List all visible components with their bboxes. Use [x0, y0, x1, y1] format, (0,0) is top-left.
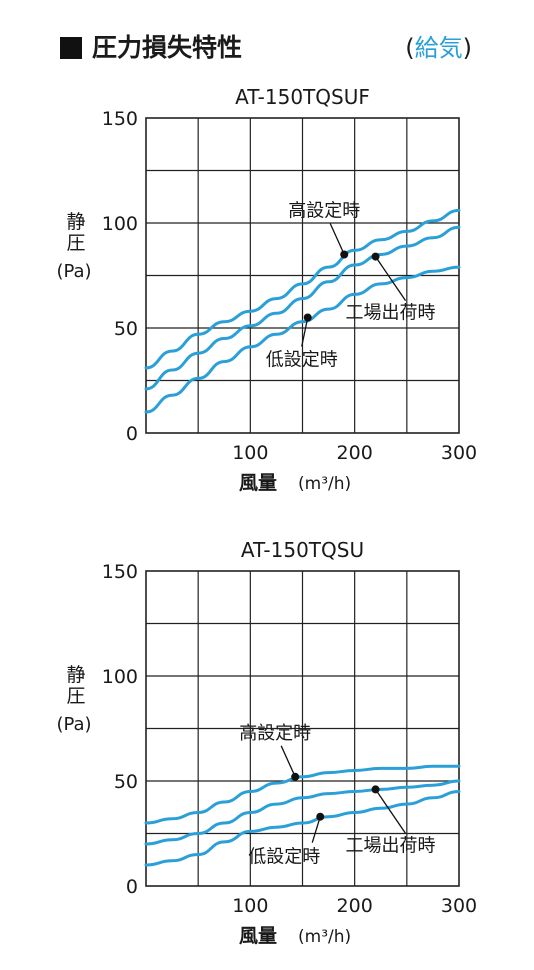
- annotation-dot: [316, 812, 325, 821]
- subtitle-open-paren: (: [405, 34, 415, 62]
- subtitle-label: 給気: [414, 34, 463, 62]
- annotation-leader: [329, 223, 345, 255]
- x-tick-label: 300: [441, 442, 477, 464]
- title-square-icon: [60, 37, 82, 59]
- y-axis-label-char: 静: [66, 211, 85, 233]
- chart-title: AT-150TQSUF: [235, 85, 370, 109]
- series-line-2: [144, 265, 461, 414]
- chart-title: AT-150TQSU: [241, 538, 364, 562]
- x-axis-label: 風量: [239, 472, 277, 494]
- annotation-label: 低設定時: [248, 847, 320, 868]
- y-axis-unit: (Pa): [56, 714, 91, 735]
- annotation-dot: [340, 250, 349, 259]
- y-tick-label: 100: [102, 666, 138, 688]
- series-line-0: [144, 208, 461, 370]
- x-axis-unit: (m³/h): [298, 474, 351, 494]
- y-tick-label: 50: [114, 771, 138, 793]
- annotation-leader: [301, 317, 309, 347]
- annotation-leader: [374, 789, 407, 834]
- annotation-label: 高設定時: [288, 201, 360, 222]
- y-axis-label-char: 圧: [66, 685, 85, 707]
- x-tick-label: 300: [441, 895, 477, 917]
- series-line-0: [144, 764, 461, 825]
- y-tick-label: 100: [102, 213, 138, 235]
- annotation-leader: [311, 816, 321, 843]
- x-tick-label: 200: [337, 895, 373, 917]
- y-axis-label-char: 圧: [66, 232, 85, 254]
- y-axis-label-char: 静: [66, 664, 85, 686]
- x-tick-label: 100: [232, 442, 268, 464]
- y-tick-label: 0: [126, 876, 138, 898]
- annotation-dot: [291, 772, 300, 781]
- y-tick-label: 150: [102, 108, 138, 130]
- x-axis-unit: (m³/h): [298, 927, 351, 947]
- series-line-1: [144, 779, 461, 846]
- page-subtitle: (給気): [405, 30, 472, 66]
- y-tick-label: 0: [126, 423, 138, 445]
- chart-at-150tqsu: AT-150TQSU 0 50 100 150 100 200 300 静圧 (Pa) 風量 (m³/…: [56, 538, 477, 947]
- annotation-dot: [371, 785, 380, 794]
- page-header: 圧力損失特性 (給気): [60, 30, 480, 70]
- annotation-leader: [280, 745, 296, 778]
- subtitle-close-paren: ): [462, 34, 472, 62]
- annotation-label: 高設定時: [239, 723, 311, 744]
- annotation-label: 工場出荷時: [346, 303, 436, 324]
- chart-at-150tqsuf: AT-150TQSUF 0 50 100 150 100 200 300 静圧 (Pa) 風量 (m³…: [56, 85, 477, 494]
- series-line-1: [144, 225, 461, 391]
- x-tick-label: 200: [337, 442, 373, 464]
- annotation-label: 低設定時: [266, 350, 338, 371]
- plot-frame: [145, 117, 460, 434]
- y-tick-label: 50: [114, 318, 138, 340]
- annotation-leader: [374, 256, 407, 301]
- plot-frame: [145, 570, 460, 887]
- series-line-2: [144, 790, 461, 867]
- annotation-dot: [303, 313, 312, 322]
- annotation-label: 工場出荷時: [346, 835, 436, 856]
- y-tick-label: 150: [102, 561, 138, 583]
- annotation-dot: [371, 252, 380, 261]
- x-axis-label: 風量: [239, 925, 277, 947]
- page-title: 圧力損失特性: [92, 33, 243, 62]
- x-tick-label: 100: [232, 895, 268, 917]
- y-axis-unit: (Pa): [56, 261, 91, 282]
